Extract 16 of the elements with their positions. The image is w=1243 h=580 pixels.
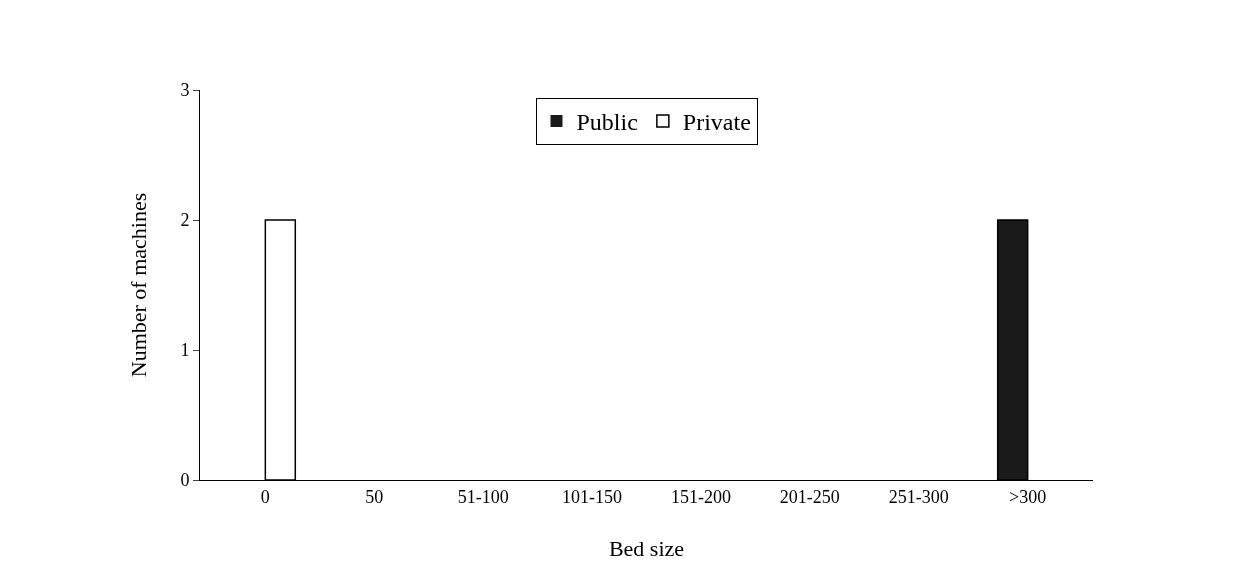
x-tick-label: 51-100 bbox=[457, 486, 509, 507]
y-tick-label: 0 bbox=[180, 470, 190, 491]
x-tick-label: >300 bbox=[1009, 486, 1047, 507]
y-tick-label: 1 bbox=[180, 340, 190, 361]
x-tick-label: 151-200 bbox=[670, 486, 731, 507]
x-tick-label: 101-150 bbox=[562, 486, 623, 507]
x-axis-title: Bed size bbox=[608, 536, 685, 561]
x-tick-label: 50 bbox=[365, 486, 384, 507]
y-axis-title: Number of machines bbox=[126, 192, 151, 378]
y-tick-label: 3 bbox=[180, 80, 190, 101]
legend-label: Private bbox=[682, 109, 751, 136]
x-tick-label: 201-250 bbox=[779, 486, 840, 507]
x-tick-label: 251-300 bbox=[888, 486, 949, 507]
x-tick-label: 0 bbox=[260, 486, 270, 507]
y-tick-label: 2 bbox=[180, 210, 190, 231]
legend-label: Public bbox=[576, 109, 638, 136]
